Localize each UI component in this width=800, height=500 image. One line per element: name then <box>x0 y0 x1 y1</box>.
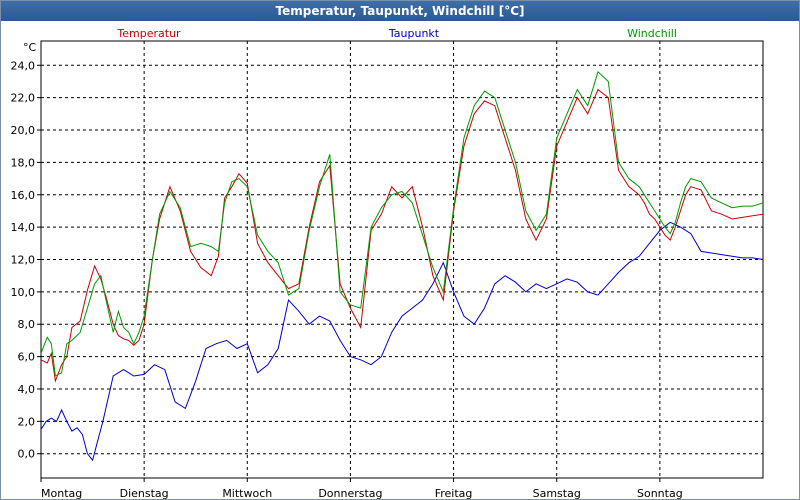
y-tick-label: 10,0 <box>11 286 36 299</box>
y-axis-unit: °C <box>23 41 37 54</box>
y-tick-label: 16,0 <box>11 189 36 202</box>
x-axis: Montag16.05.16Dienstag17.05.16Mittwoch18… <box>40 478 683 499</box>
series-temperatur-line <box>40 88 764 383</box>
y-tick-label: 24,0 <box>11 59 36 72</box>
y-tick-label: 18,0 <box>11 156 36 169</box>
y-tick-label: 4,0 <box>18 383 36 396</box>
y-tick-label: 2,0 <box>18 415 36 428</box>
legend: Temperatur Taupunkt Windchill <box>116 27 677 40</box>
y-tick-label: 14,0 <box>11 221 36 234</box>
x-tick-day: Dienstag <box>120 487 169 499</box>
x-tick-day: Mittwoch <box>222 487 272 499</box>
window-title: Temperatur, Taupunkt, Windchill [°C] <box>1 1 799 21</box>
y-tick-label: 0,0 <box>18 448 36 461</box>
grid <box>41 41 763 478</box>
y-tick-label: 20,0 <box>11 124 36 137</box>
y-tick-label: 12,0 <box>11 254 36 267</box>
y-tick-label: 6,0 <box>18 351 36 364</box>
x-tick-day: Donnerstag <box>318 487 382 499</box>
legend-temperatur: Temperatur <box>116 27 181 40</box>
y-tick-label: 8,0 <box>18 318 36 331</box>
legend-taupunkt: Taupunkt <box>388 27 440 40</box>
line-chart: 24,0 22,0 20,0 18,0 16,0 14,0 12,0 10,0 8,0 6,0 4,… <box>11 27 764 499</box>
y-axis: 24,0 22,0 20,0 18,0 16,0 14,0 12,0 10,0 8,0 6,0 4,… <box>11 59 41 461</box>
series-taupunkt-line <box>40 221 764 462</box>
x-tick-day: Freitag <box>435 487 473 499</box>
x-tick-day: Montag <box>41 487 82 499</box>
legend-windchill: Windchill <box>627 27 677 40</box>
x-tick-day: Sonntag <box>637 487 683 499</box>
y-tick-label: 22,0 <box>11 92 36 105</box>
x-tick-day: Samstag <box>533 487 581 499</box>
series-lines <box>40 70 764 462</box>
series-windchill-line <box>40 70 764 377</box>
